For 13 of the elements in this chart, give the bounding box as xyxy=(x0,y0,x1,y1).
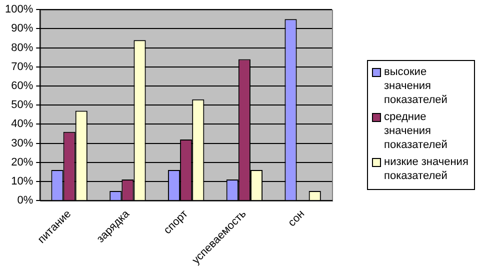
y-tick-label: 60% xyxy=(11,80,34,92)
y-tick-label: 70% xyxy=(11,60,34,73)
x-tick-label: сон xyxy=(286,208,308,230)
y-tick-label: 80% xyxy=(11,42,34,54)
y-tick-label: 50% xyxy=(11,99,34,112)
y-tick-label: 40% xyxy=(11,118,34,130)
y-tick-label: 100% xyxy=(4,4,34,16)
y-tick-label: 30% xyxy=(11,137,34,150)
y-tick-label: 0% xyxy=(17,194,34,207)
y-tick-label: 20% xyxy=(11,156,34,168)
y-tick-label: 90% xyxy=(11,22,34,35)
legend-label: низкие значения показателей xyxy=(384,155,470,183)
y-tick-label: 10% xyxy=(11,176,34,188)
